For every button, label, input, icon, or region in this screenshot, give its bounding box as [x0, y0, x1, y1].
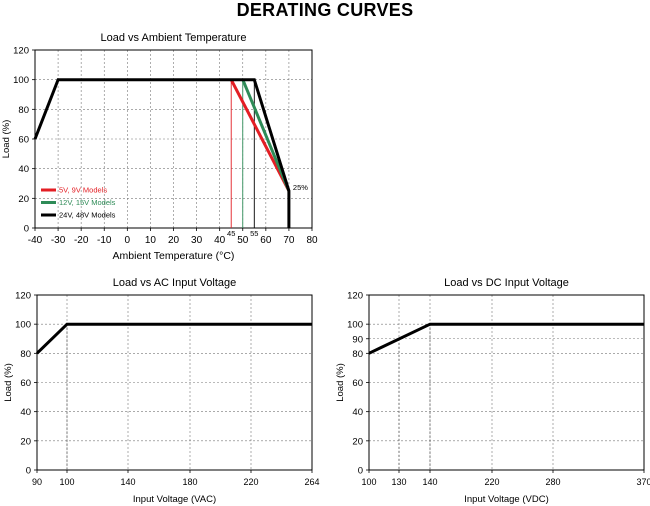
y-tick-label: 20	[18, 194, 29, 205]
x-tick-label: 220	[243, 477, 258, 487]
y-tick-label: 80	[18, 105, 29, 116]
y-tick-label: 100	[347, 320, 363, 331]
x-tick-label: -30	[51, 235, 66, 246]
x-tick-label: 140	[422, 477, 437, 487]
series-line	[229, 79, 291, 192]
x-tick-label: 100	[59, 477, 74, 487]
y-tick-label: 20	[352, 436, 363, 447]
x-tick-label: 30	[191, 235, 203, 246]
x-tick-label-extra: 45	[227, 229, 235, 238]
x-tick-label: 140	[120, 477, 135, 487]
y-tick-label: 60	[20, 378, 31, 389]
x-tick-label: -20	[74, 235, 89, 246]
y-tick-label: 0	[24, 224, 29, 235]
x-tick-label: 0	[125, 235, 131, 246]
x-tick-label: 100	[361, 477, 376, 487]
x-tick-label: 130	[391, 477, 406, 487]
series-line	[368, 322, 644, 355]
y-tick-label: 40	[352, 407, 363, 418]
y-tick-label: 100	[13, 75, 29, 86]
chart-title: Load vs Ambient Temperature	[101, 32, 247, 44]
y-axis-label: Load (%)	[1, 120, 12, 159]
y-tick-label: 120	[13, 46, 29, 57]
series-line	[33, 78, 291, 228]
x-tick-label: 370	[636, 477, 650, 487]
x-tick-label: 40	[214, 235, 226, 246]
x-tick-label: -10	[97, 235, 112, 246]
legend-label: 24V, 48V Models	[59, 211, 116, 220]
x-tick-label: 50	[237, 235, 249, 246]
x-axis-label: Ambient Temperature (°C)	[113, 250, 235, 262]
y-tick-label: 120	[347, 291, 363, 302]
chart-ac: Load vs AC Input Voltage 0 20 40 60 80 100 120 9…	[3, 277, 320, 505]
legend-label: 5V, 9V Models	[59, 186, 107, 195]
x-tick-label: 20	[168, 235, 180, 246]
y-axis-label: Load (%)	[335, 363, 346, 402]
y-tick-label: 60	[18, 135, 29, 146]
x-tick-label: 10	[145, 235, 157, 246]
x-tick-label: 70	[283, 235, 295, 246]
y-tick-label: 80	[352, 349, 363, 360]
page-title: DERATING CURVES	[236, 0, 414, 20]
x-tick-label: 60	[260, 235, 272, 246]
y-tick-label: 60	[352, 378, 363, 389]
y-tick-label: 0	[358, 466, 363, 477]
x-tick-label: 80	[306, 235, 318, 246]
chart-title: Load vs DC Input Voltage	[444, 277, 569, 289]
chart-dc: Load vs DC Input Voltage 0 20 40 60 80 90 100 12…	[335, 277, 650, 505]
y-tick-label: 0	[26, 466, 31, 477]
y-tick-label: 120	[15, 291, 31, 302]
x-tick-label: 180	[182, 477, 197, 487]
y-tick-label: 100	[15, 320, 31, 331]
y-tick-label: 40	[18, 164, 29, 175]
annotation-label: 25%	[293, 183, 308, 192]
series-line	[35, 322, 312, 355]
x-axis-label: Input Voltage (VDC)	[464, 494, 549, 505]
y-tick-label: 20	[20, 436, 31, 447]
x-tick-label: 264	[304, 477, 319, 487]
chart-temp: Load vs Ambient Temperature0204060801001…	[1, 32, 318, 262]
y-tick-label: 80	[20, 349, 31, 360]
series-line	[241, 79, 291, 192]
chart-title: Load vs AC Input Voltage	[113, 277, 237, 289]
legend-label: 12V, 15V Models	[59, 198, 116, 207]
y-tick-label: 90	[352, 334, 363, 345]
x-tick-label: 90	[32, 477, 42, 487]
x-tick-label-extra: 55	[250, 229, 258, 238]
y-axis-label: Load (%)	[3, 363, 14, 402]
x-tick-label: -40	[28, 235, 43, 246]
y-tick-label: 40	[20, 407, 31, 418]
x-axis-label: Input Voltage (VAC)	[133, 494, 216, 505]
x-tick-label: 220	[484, 477, 499, 487]
x-tick-label: 280	[545, 477, 560, 487]
